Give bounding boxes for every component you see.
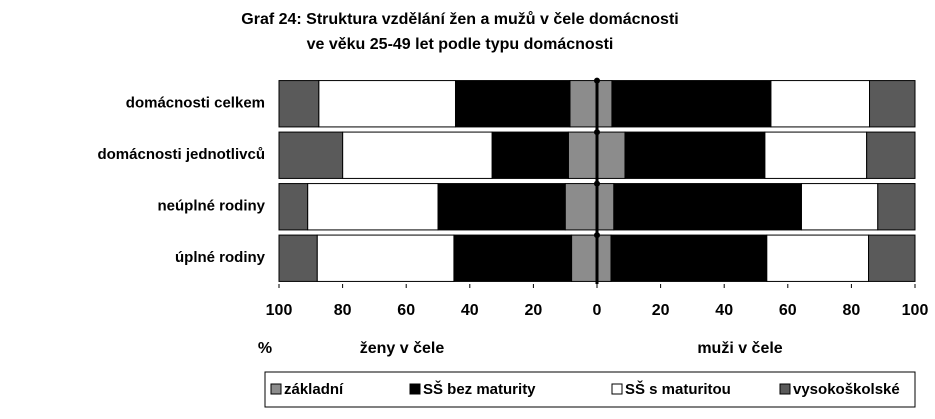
legend-swatch: [779, 383, 791, 395]
bar-women: [278, 183, 309, 231]
bar-men: [596, 183, 615, 231]
bar-men: [596, 131, 626, 179]
unit-label: %: [258, 340, 272, 357]
category-label: domácnosti jednotlivců: [97, 146, 265, 163]
bar-women: [278, 131, 344, 179]
x-tick-label: 60: [397, 302, 415, 319]
x-tick-label: 60: [779, 302, 797, 319]
x-tick-label: 100: [266, 302, 293, 319]
bar-men: [764, 131, 868, 179]
bar-men: [596, 234, 612, 282]
legend-swatch: [611, 383, 623, 395]
legend-swatch: [409, 383, 421, 395]
legend-label: základní: [284, 381, 344, 398]
bar-men: [869, 80, 916, 128]
bar-women: [316, 234, 455, 282]
bar-women: [491, 131, 569, 179]
legend-label: SŠ bez maturity: [423, 380, 536, 398]
x-tick-label: 0: [593, 302, 602, 319]
bar-men: [624, 131, 766, 179]
bar-men: [770, 80, 871, 128]
legend-label: vysokoškolské: [793, 381, 900, 398]
bar-men: [596, 80, 613, 128]
bar-men: [613, 183, 802, 231]
bar-men: [610, 234, 768, 282]
bar-women: [342, 131, 493, 179]
bar-women: [318, 80, 456, 128]
x-tick-label: 20: [525, 302, 543, 319]
bar-women: [278, 80, 320, 128]
bar-men: [866, 131, 916, 179]
bar-men: [766, 234, 870, 282]
category-label: neúplné rodiny: [157, 198, 265, 215]
bar-women: [569, 80, 598, 128]
x-tick-label: 40: [461, 302, 479, 319]
bar-men: [868, 234, 916, 282]
bar-women: [278, 234, 318, 282]
bar-men: [877, 183, 916, 231]
x-tick-label: 100: [902, 302, 929, 319]
legend-label: SŠ s maturitou: [625, 380, 731, 398]
chart-subtitle: ve věku 25-49 let podle typu domácnosti: [307, 36, 614, 53]
legend-box: [264, 371, 916, 408]
category-label: domácnosti celkem: [126, 95, 265, 112]
right-axis-label: muži v čele: [697, 340, 782, 357]
left-axis-label: ženy v čele: [360, 340, 445, 357]
bar-men: [800, 183, 879, 231]
bar-women: [454, 80, 571, 128]
legend-swatch: [270, 383, 282, 395]
bar-women: [567, 131, 598, 179]
bar-women: [453, 234, 573, 282]
bar-women: [571, 234, 598, 282]
category-label: úplné rodiny: [175, 249, 266, 266]
bar-women: [307, 183, 439, 231]
bar-women: [564, 183, 598, 231]
x-tick-label: 80: [334, 302, 352, 319]
x-tick-label: 20: [652, 302, 670, 319]
chart-title: Graf 24: Struktura vzdělání žen a mužů v…: [241, 11, 678, 28]
x-tick-label: 40: [715, 302, 733, 319]
bar-women: [437, 183, 566, 231]
x-tick-label: 80: [843, 302, 861, 319]
bar-men: [611, 80, 772, 128]
